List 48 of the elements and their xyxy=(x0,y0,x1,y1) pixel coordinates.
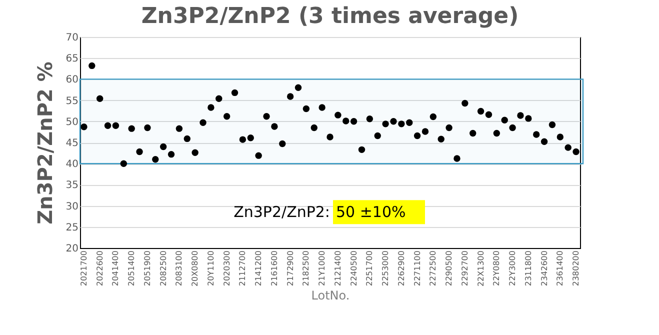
y-tick-label: 20 xyxy=(66,244,78,254)
x-tick-label: 2380200 xyxy=(572,250,581,286)
x-tick-label: 2161600 xyxy=(270,250,279,286)
y-tick-label: 45 xyxy=(66,138,78,149)
x-axis-title: LotNo. xyxy=(311,288,350,303)
y-tick-label: 25 xyxy=(66,222,78,234)
x-tick-label: 22X1300 xyxy=(476,250,486,287)
x-tick-label: 2292700 xyxy=(460,250,470,286)
y-tick-label: 40 xyxy=(66,159,78,170)
x-tick-label: 2083100 xyxy=(174,250,184,286)
y-tick-label: 50 xyxy=(66,116,78,128)
x-tick-label: 2290500 xyxy=(444,250,454,286)
x-tick-label: 2253000 xyxy=(381,250,390,286)
x-tick-label: 20Y1100 xyxy=(206,250,216,286)
x-tick-label: 2172900 xyxy=(286,250,295,286)
x-tick-label: 2112700 xyxy=(238,250,248,286)
x-tick-label: 2251700 xyxy=(365,250,374,286)
y-tick-label: 65 xyxy=(66,54,78,65)
annotation: 50 ±10% xyxy=(336,203,406,222)
y-tick-label: 70 xyxy=(66,32,78,44)
chart-title: Zn3P2/ZnP2 (3 times average) xyxy=(141,4,519,29)
x-tick-label: 2272500 xyxy=(428,250,438,286)
y-tick-label: 55 xyxy=(66,96,78,107)
x-tick-label: 2182500 xyxy=(302,250,311,286)
y-axis-title: Zn3P2/ZnP2 % xyxy=(32,62,57,224)
y-tick-label: 30 xyxy=(66,201,78,212)
x-tick-label: 2020300 xyxy=(222,250,232,286)
x-tick-label: 2051900 xyxy=(142,250,152,286)
x-tick-label: 21Y1000 xyxy=(318,250,327,286)
x-tick-label: 2051400 xyxy=(127,250,136,286)
x-tick-label: 2041400 xyxy=(111,250,120,286)
x-tick-label: 2271100 xyxy=(412,250,422,286)
x-tick-label: 2022600 xyxy=(95,250,104,286)
x-tick-label: 22Y3000 xyxy=(508,250,518,286)
x-tick-label: 2262900 xyxy=(396,250,406,286)
x-tick-label: 2361400 xyxy=(556,250,565,286)
x-tick-label: 2141200 xyxy=(254,250,264,286)
x-tick-label: 2342600 xyxy=(540,250,549,286)
x-tick-label: 20X0800 xyxy=(190,250,200,287)
x-tick-label: 2121400 xyxy=(333,250,342,286)
x-tick-label: 2082500 xyxy=(158,250,168,286)
annotation: Zn3P2/ZnP2: xyxy=(234,203,330,222)
x-tick-label: 2311800 xyxy=(524,250,533,286)
y-tick-label: 60 xyxy=(66,74,78,86)
x-tick-label: 22Y0800 xyxy=(492,250,502,286)
x-tick-label: 2240500 xyxy=(349,250,358,286)
x-tick-label: 2021700 xyxy=(79,250,88,286)
y-tick-label: 35 xyxy=(66,180,78,192)
